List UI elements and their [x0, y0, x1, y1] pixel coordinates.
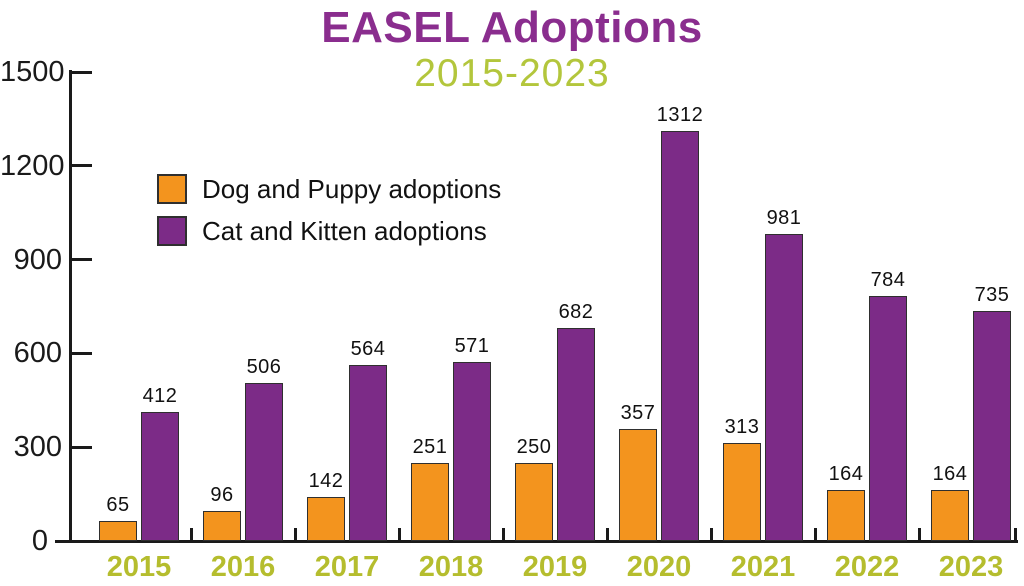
dog-value-label-2020: 357 — [620, 402, 656, 424]
chart-title: EASEL Adoptions — [321, 3, 703, 52]
x-axis-label-2021: 2021 — [730, 551, 796, 583]
x-axis-tick — [606, 528, 609, 541]
legend-item-cat: Cat and Kitten adoptions — [157, 216, 487, 246]
x-axis-label-2019: 2019 — [522, 551, 588, 583]
dog-value-label-2019: 250 — [516, 436, 552, 458]
y-axis-label: 600 — [13, 337, 62, 370]
x-axis-label-2023: 2023 — [938, 551, 1004, 583]
cat-legend-label: Cat and Kitten adoptions — [202, 216, 487, 246]
cat-bar-2022 — [869, 296, 907, 541]
cat-bar-2015 — [141, 412, 179, 541]
dog-bar-2020 — [619, 429, 657, 541]
y-axis-tick — [70, 70, 92, 74]
x-axis-tick — [190, 528, 193, 541]
y-axis-line — [69, 70, 72, 543]
x-axis-label-2015: 2015 — [106, 551, 172, 583]
y-axis-label: 300 — [13, 431, 62, 464]
y-axis-label: 0 — [31, 525, 48, 557]
x-axis-tick — [398, 528, 401, 541]
x-axis-label-2020: 2020 — [626, 551, 692, 583]
x-axis-line — [55, 540, 1018, 543]
cat-bar-2023 — [973, 311, 1011, 541]
cat-value-label-2017: 564 — [350, 338, 386, 360]
dog-value-label-2018: 251 — [412, 436, 448, 458]
y-axis-label: 900 — [13, 243, 62, 276]
dog-value-label-2023: 164 — [932, 463, 968, 485]
x-axis-tick — [710, 528, 713, 541]
x-axis-label-2018: 2018 — [418, 551, 484, 583]
cat-value-label-2019: 682 — [558, 301, 594, 323]
x-axis-tick — [814, 528, 817, 541]
cat-bar-2016 — [245, 383, 283, 541]
x-axis-label-2016: 2016 — [210, 551, 276, 583]
cat-value-label-2022: 784 — [870, 269, 906, 291]
dog-legend-swatch — [157, 174, 187, 204]
cat-value-label-2021: 981 — [766, 207, 802, 229]
y-axis-tick — [70, 445, 92, 449]
dog-value-label-2021: 313 — [724, 416, 760, 438]
y-axis-tick — [70, 164, 92, 168]
dog-bar-2018 — [411, 463, 449, 541]
dog-legend-label: Dog and Puppy adoptions — [202, 174, 502, 204]
x-axis-tick — [1014, 528, 1017, 541]
dog-bar-2022 — [827, 490, 865, 541]
cat-legend-swatch — [157, 216, 187, 246]
y-axis-label: 1200 — [0, 149, 65, 182]
x-axis-label-2017: 2017 — [314, 551, 380, 583]
x-axis-label-2022: 2022 — [834, 551, 900, 583]
chart-header: EASEL Adoptions 2015-2023 — [0, 3, 1024, 95]
legend-item-dog: Dog and Puppy adoptions — [157, 174, 501, 204]
cat-value-label-2016: 506 — [246, 356, 282, 378]
dog-bar-2016 — [203, 511, 241, 541]
x-axis-tick — [502, 528, 505, 541]
y-axis-tick — [70, 351, 92, 355]
cat-bar-2019 — [557, 328, 595, 541]
x-axis-tick — [918, 528, 921, 541]
dog-bar-2021 — [723, 443, 761, 541]
cat-value-label-2023: 735 — [974, 284, 1010, 306]
y-axis-tick — [70, 258, 92, 262]
dog-bar-2019 — [515, 463, 553, 541]
cat-value-label-2018: 571 — [454, 335, 490, 357]
cat-bar-2021 — [765, 234, 803, 541]
dog-value-label-2016: 96 — [210, 484, 234, 506]
dog-value-label-2022: 164 — [828, 463, 864, 485]
y-axis-label: 1500 — [0, 56, 65, 88]
cat-bar-2018 — [453, 362, 491, 541]
cat-value-label-2015: 412 — [142, 385, 178, 407]
dog-value-label-2015: 65 — [106, 494, 130, 516]
cat-bar-2017 — [349, 365, 387, 541]
dog-value-label-2017: 142 — [308, 470, 344, 492]
x-axis-tick — [294, 528, 297, 541]
cat-value-label-2020: 1312 — [656, 104, 704, 126]
dog-bar-2017 — [307, 497, 345, 541]
chart-subtitle: 2015-2023 — [414, 52, 610, 95]
dog-bar-2023 — [931, 490, 969, 541]
dog-bar-2015 — [99, 521, 137, 541]
cat-bar-2020 — [661, 131, 699, 541]
